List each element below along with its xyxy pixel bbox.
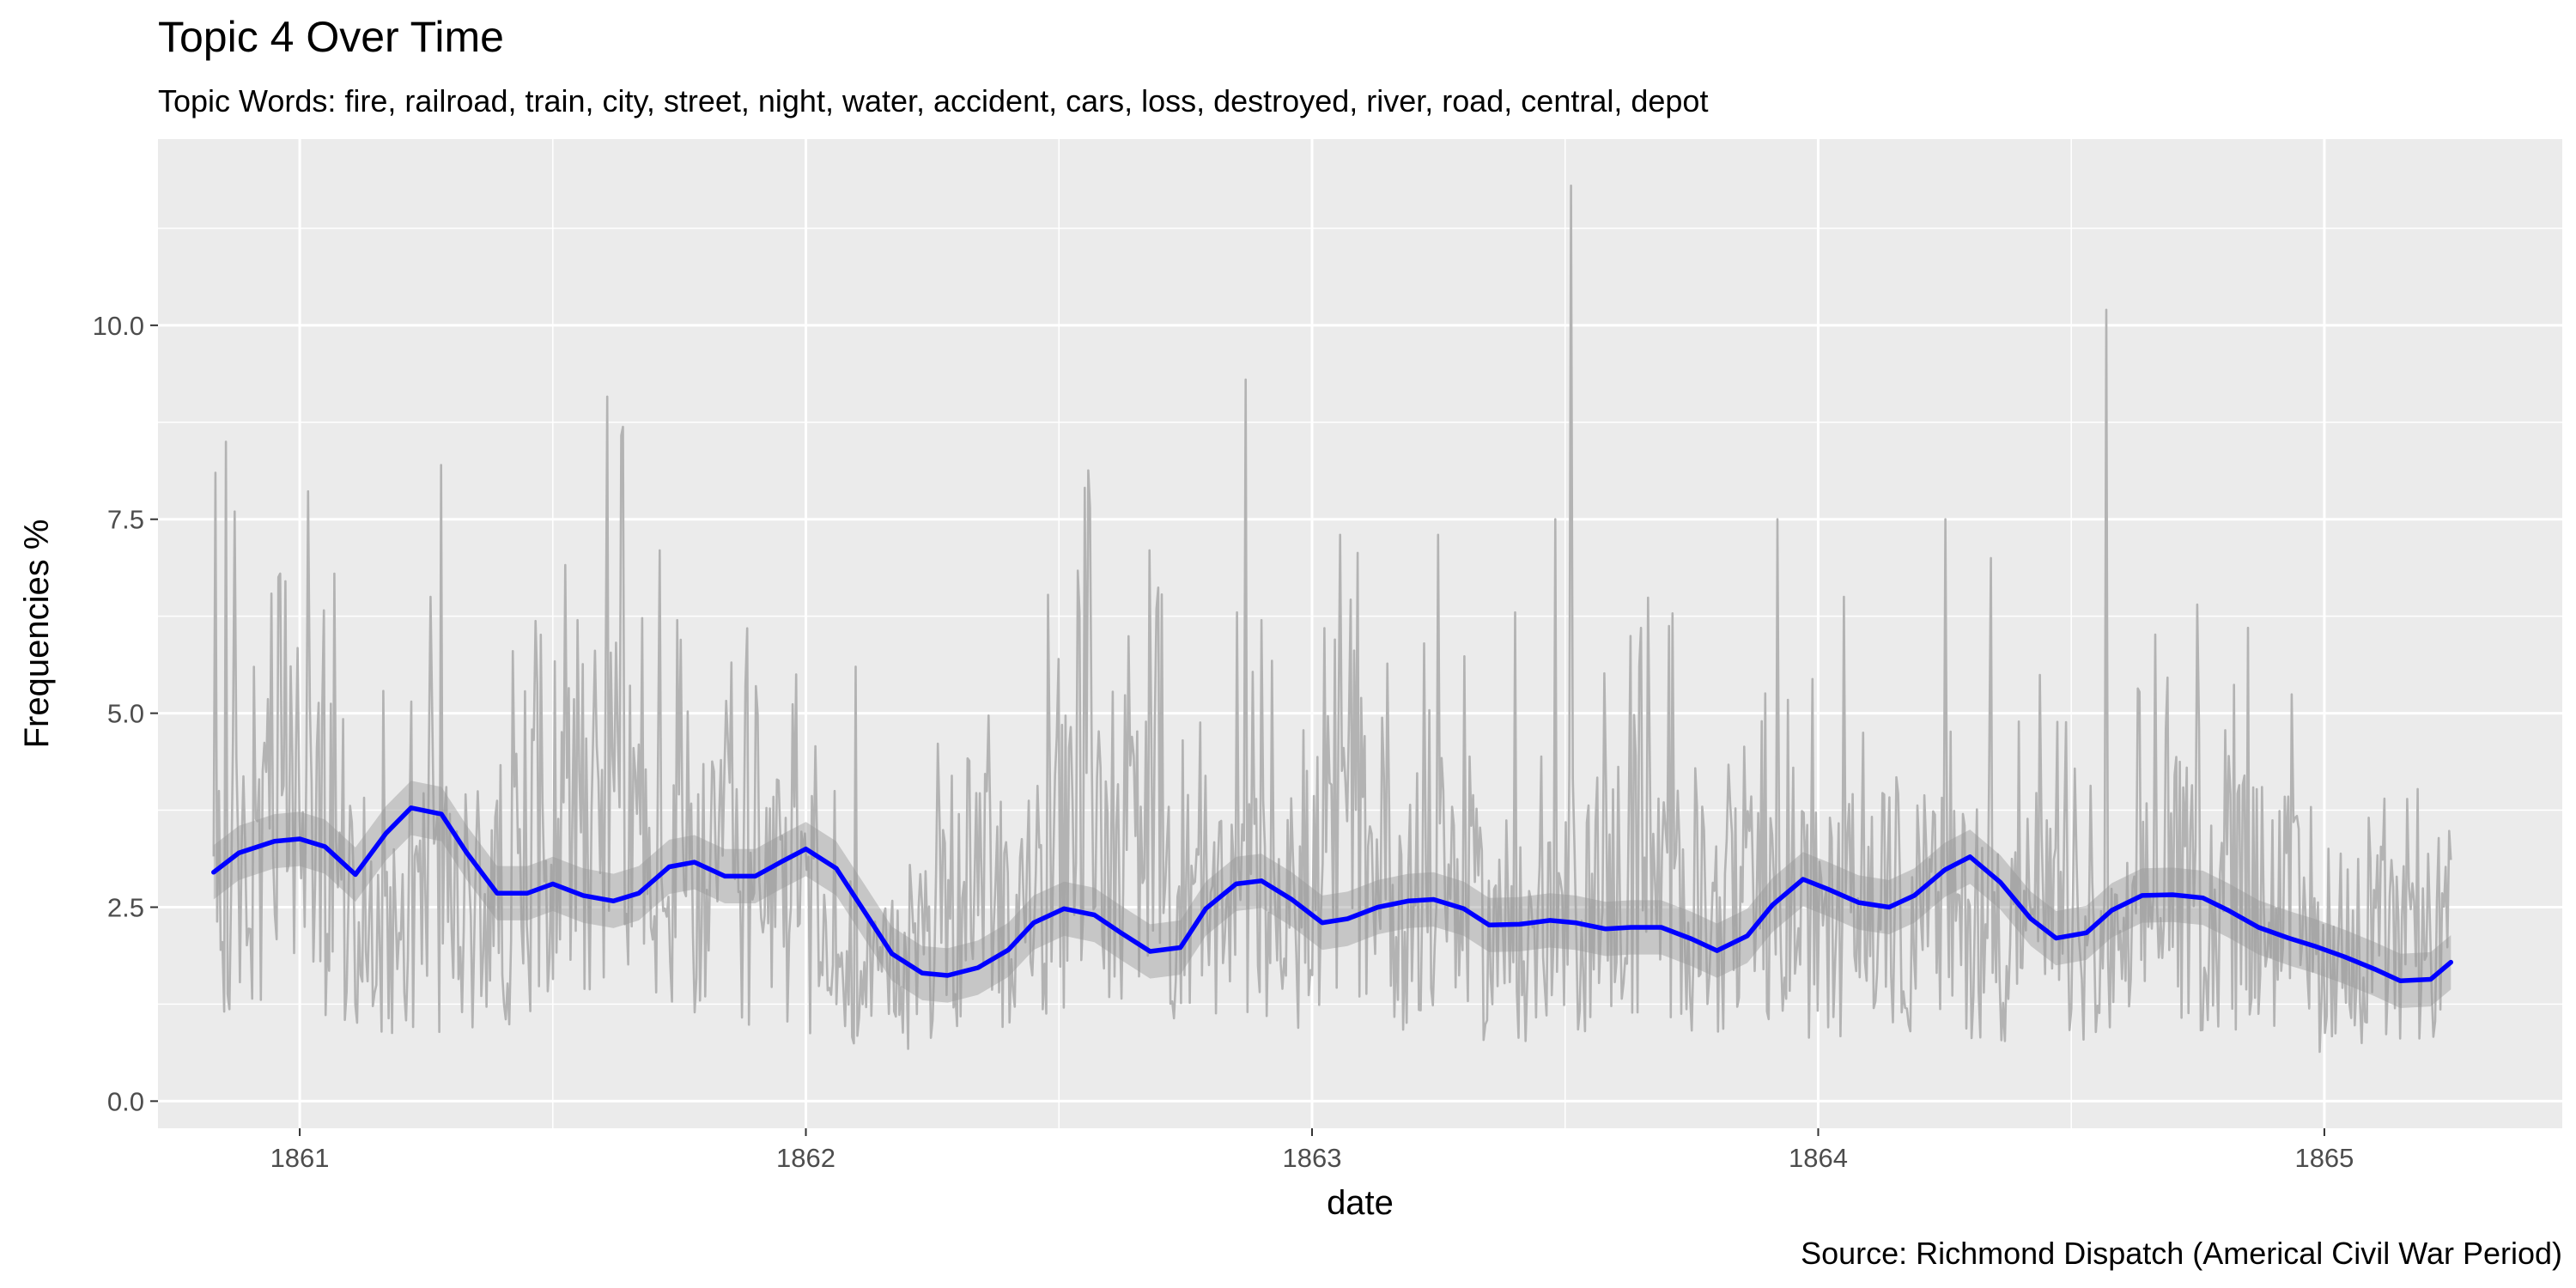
raw-series: [212, 184, 2452, 1054]
raw-frequency-line: [212, 184, 2452, 1054]
y-axis-label: Frequencies %: [18, 519, 56, 749]
y-tick-label: 2.5: [107, 892, 144, 922]
confidence-band: [213, 781, 2451, 1008]
x-tick-label: 1861: [270, 1143, 330, 1173]
chart-title: Topic 4 Over Time: [158, 13, 504, 61]
chart-subtitle: Topic Words: fire, railroad, train, city…: [158, 83, 1708, 118]
x-tick-label: 1865: [2294, 1143, 2354, 1173]
confidence-band-area: [213, 781, 2451, 1008]
y-tick-label: 5.0: [107, 699, 144, 729]
y-tick-label: 0.0: [107, 1086, 144, 1116]
smoothed-trend-line: [211, 805, 2454, 984]
x-axis-label: date: [1327, 1184, 1394, 1222]
y-axis-ticks: 0.0 2.5 5.0 7.5 10.0: [93, 311, 158, 1116]
x-tick-label: 1863: [1283, 1143, 1342, 1173]
x-tick-label: 1864: [1789, 1143, 1848, 1173]
y-tick-label: 10.0: [93, 311, 144, 341]
y-tick-label: 7.5: [107, 505, 144, 535]
smooth-series: [211, 805, 2454, 984]
x-tick-label: 1862: [776, 1143, 835, 1173]
chart-caption: Source: Richmond Dispatch (Americal Civi…: [1801, 1236, 2562, 1271]
x-axis-ticks: 1861 1862 1863 1864 1865: [270, 1128, 2354, 1173]
